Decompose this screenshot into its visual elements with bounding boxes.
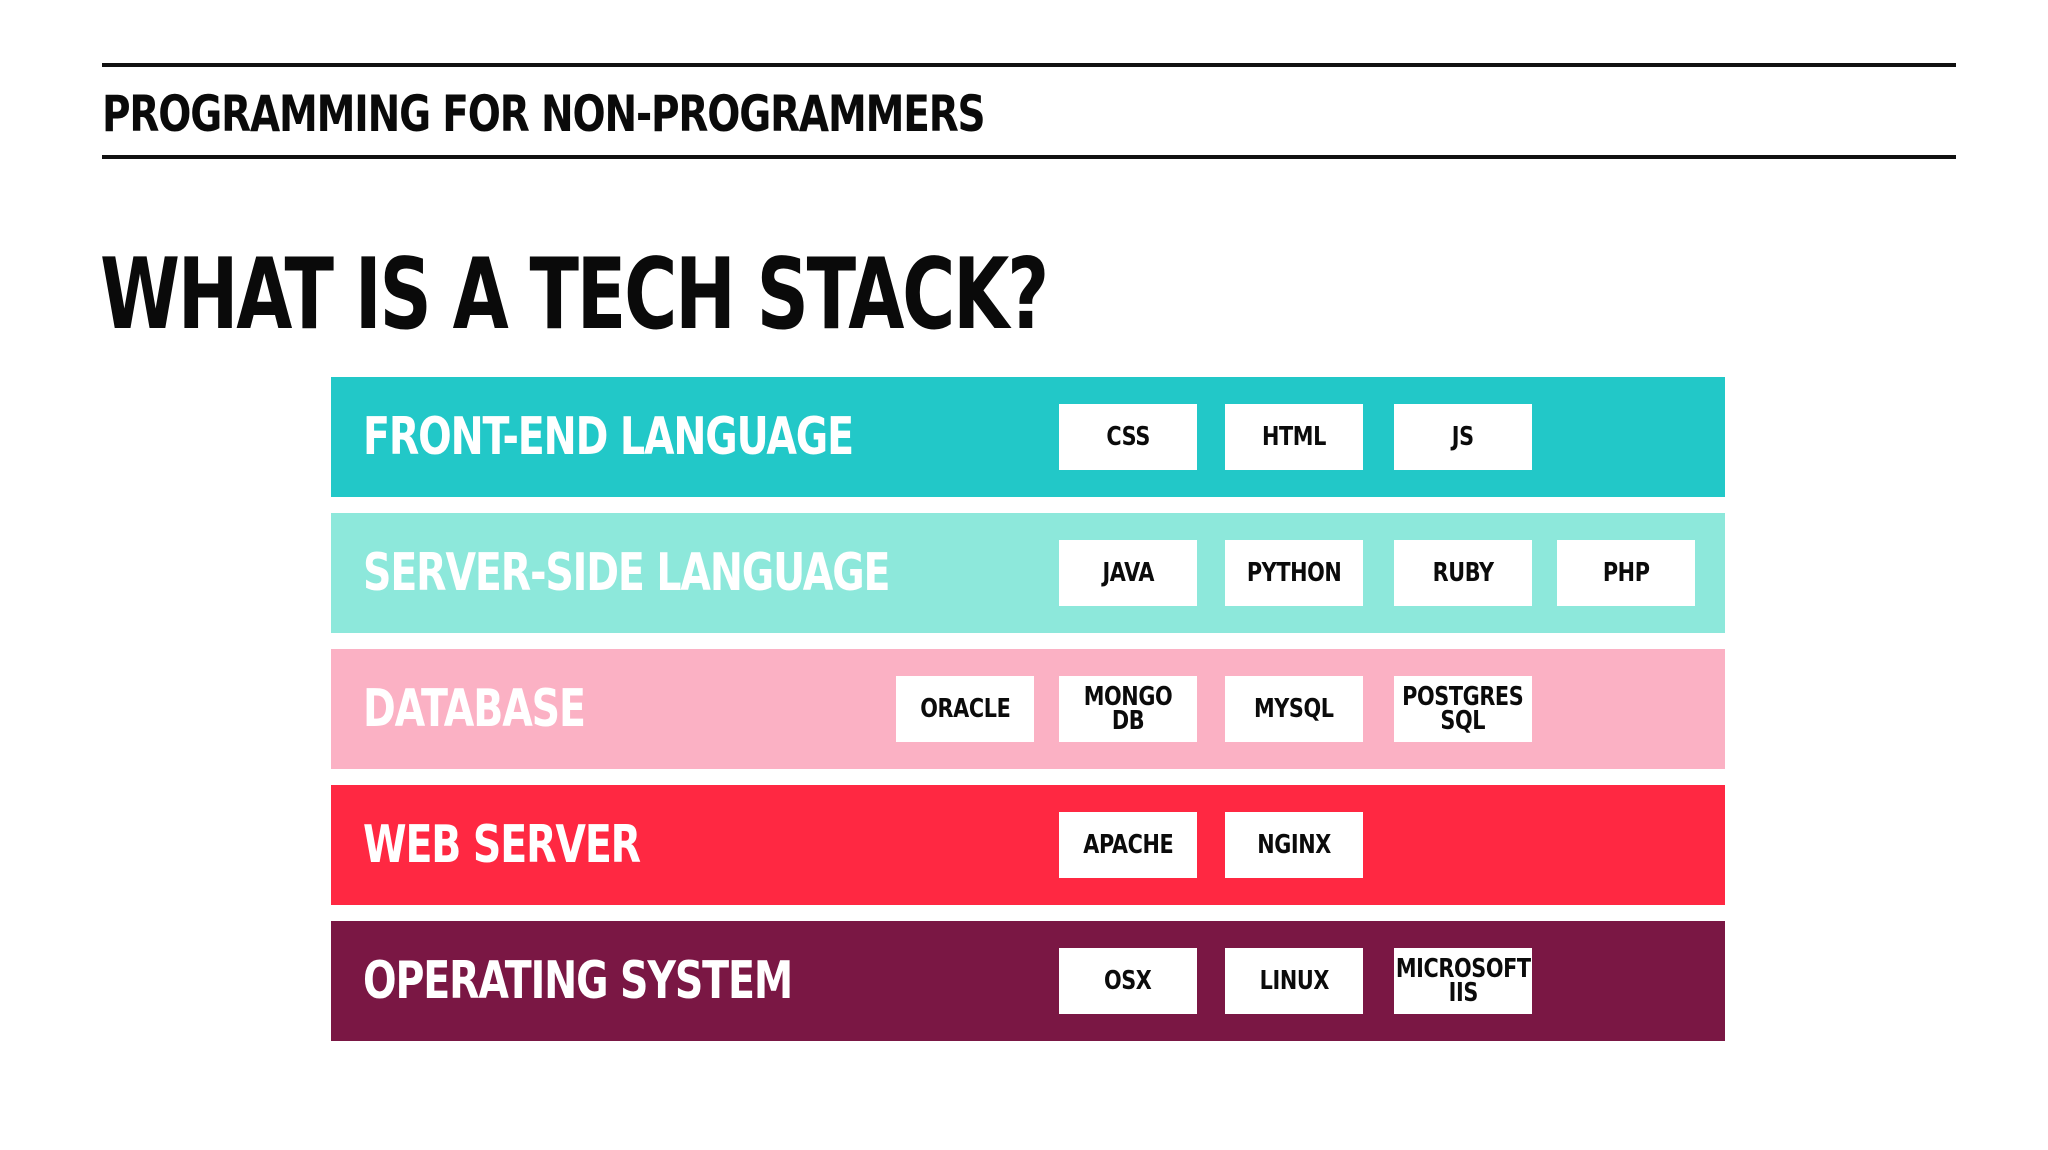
chip-mysql: MYSQL [1225, 676, 1363, 742]
layer-label-server-side: SERVER-SIDE LANGUAGE [363, 543, 891, 603]
layer-front-end: FRONT-END LANGUAGE CSS HTML JS [331, 377, 1725, 497]
chip-python: PYTHON [1225, 540, 1363, 606]
layer-database: DATABASE ORACLE MONGO DB MYSQL POSTGRES … [331, 649, 1725, 769]
course-title: PROGRAMMING FOR NON-PROGRAMMERS [102, 85, 986, 143]
layer-operating-system: OPERATING SYSTEM OSX LINUX MICROSOFT IIS [331, 921, 1725, 1041]
layer-label-database: DATABASE [363, 679, 586, 739]
layer-label-operating-system: OPERATING SYSTEM [363, 951, 793, 1011]
chip-mongo-db: MONGO DB [1059, 676, 1197, 742]
chip-nginx: NGINX [1225, 812, 1363, 878]
chip-oracle: ORACLE [896, 676, 1034, 742]
chip-microsoft-iis: MICROSOFT IIS [1394, 948, 1532, 1014]
chip-apache: APACHE [1059, 812, 1197, 878]
header-bottom-rule [102, 155, 1956, 159]
tech-stack-diagram: FRONT-END LANGUAGE CSS HTML JS SERVER-SI… [331, 377, 1725, 1057]
layer-label-web-server: WEB SERVER [363, 815, 641, 875]
layer-web-server: WEB SERVER APACHE NGINX [331, 785, 1725, 905]
chip-html: HTML [1225, 404, 1363, 470]
layer-server-side: SERVER-SIDE LANGUAGE JAVA PYTHON RUBY PH… [331, 513, 1725, 633]
chip-osx: OSX [1059, 948, 1197, 1014]
chip-java: JAVA [1059, 540, 1197, 606]
chip-css: CSS [1059, 404, 1197, 470]
header-top-rule [102, 63, 1956, 67]
layer-label-front-end: FRONT-END LANGUAGE [363, 407, 854, 467]
chip-php: PHP [1557, 540, 1695, 606]
chip-js: JS [1394, 404, 1532, 470]
chip-ruby: RUBY [1394, 540, 1532, 606]
chip-linux: LINUX [1225, 948, 1363, 1014]
slide-title: WHAT IS A TECH STACK? [100, 238, 1049, 352]
chip-postgres-sql: POSTGRES SQL [1394, 676, 1532, 742]
